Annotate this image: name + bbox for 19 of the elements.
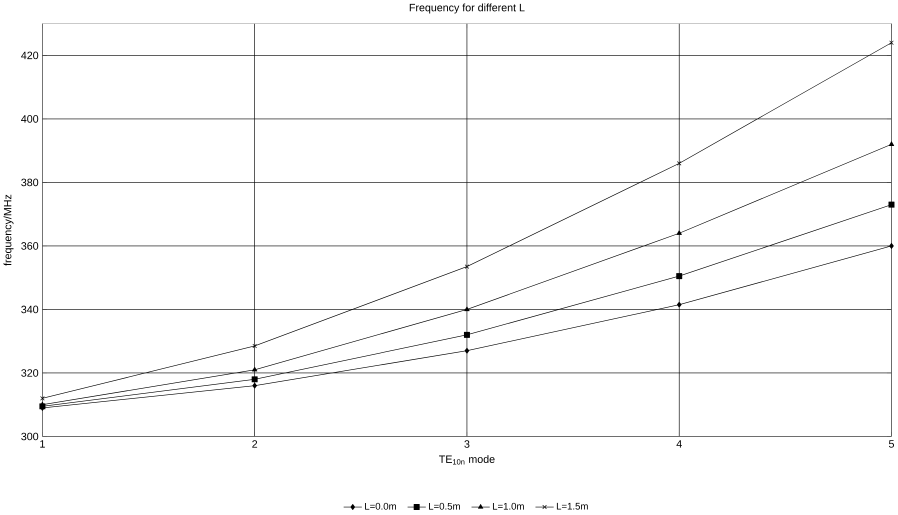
y-axis-title: frequency/MHz bbox=[4, 194, 14, 266]
legend-label: L=0.5m bbox=[429, 502, 460, 510]
y-tick-label: 340 bbox=[21, 305, 38, 314]
y-tick-label: 360 bbox=[21, 242, 38, 250]
y-tick-label: 300 bbox=[21, 432, 38, 440]
x-tick-label: 4 bbox=[676, 440, 682, 448]
y-tick-label: 380 bbox=[21, 178, 38, 186]
x-tick-label: 5 bbox=[888, 440, 894, 448]
x-tick-label: 2 bbox=[252, 440, 258, 448]
y-tick-label: 320 bbox=[21, 368, 38, 377]
x-tick-label: 1 bbox=[40, 440, 45, 448]
legend-label: L=0.0m bbox=[365, 502, 396, 510]
y-tick-label: 400 bbox=[21, 114, 38, 122]
y-tick-label: 420 bbox=[21, 51, 38, 59]
x-axis-title: TE$_{10n}$ mode bbox=[439, 454, 495, 464]
legend-label: L=1.0m bbox=[492, 502, 524, 510]
legend-label: L=1.5m bbox=[556, 502, 588, 510]
chart-title: Frequency for different L bbox=[410, 3, 525, 14]
x-tick-label: 3 bbox=[464, 440, 470, 448]
